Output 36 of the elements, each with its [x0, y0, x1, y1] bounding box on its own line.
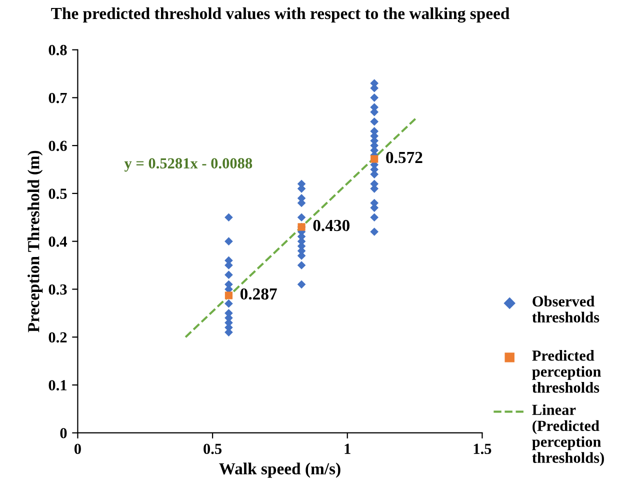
x-tick-label: 1 [344, 444, 350, 454]
point [370, 213, 379, 222]
point [370, 228, 379, 236]
chart-title: The predicted threshold values with respect to the walking speed [51, 7, 510, 23]
y-tick-label: 0.2 [48, 332, 67, 343]
point [224, 299, 233, 308]
point [224, 292, 233, 300]
data-label: 0.572 [386, 152, 422, 164]
x-tick-label: 1.5 [474, 444, 492, 454]
y-axis-title: Preception Threshold (m) [28, 150, 43, 332]
x-tick-label: 0.5 [204, 444, 222, 454]
y-tick-label: 0.5 [48, 188, 67, 199]
legend-label: Predicted perception thresholds [532, 350, 601, 393]
y-tick-label: 0.3 [48, 284, 67, 295]
point [224, 237, 233, 246]
point [370, 117, 379, 126]
legend-label: Observed thresholds [532, 296, 600, 323]
point [297, 261, 306, 270]
y-tick-label: 0 [60, 428, 67, 438]
y-tick-label: 0.7 [48, 92, 67, 104]
legend-label: Linear (Predicted perception thresholds) [532, 404, 604, 466]
x-tick-label: 0 [74, 444, 81, 454]
x-axis-title: Walk speed (m/s) [219, 462, 340, 478]
point [370, 155, 378, 163]
point [370, 94, 379, 102]
point [297, 213, 306, 222]
y-tick-label: 0.8 [48, 44, 67, 56]
point [224, 213, 233, 222]
annotation: y = 0.5281x - 0.0088 [124, 158, 252, 172]
y-tick-label: 0.6 [48, 140, 67, 152]
y-tick-label: 0.4 [48, 236, 68, 247]
y-tick-label: 0.1 [48, 380, 67, 390]
data-label: 0.430 [313, 220, 350, 232]
point [224, 270, 233, 280]
point [297, 280, 306, 289]
data-label: 0.287 [240, 288, 277, 300]
